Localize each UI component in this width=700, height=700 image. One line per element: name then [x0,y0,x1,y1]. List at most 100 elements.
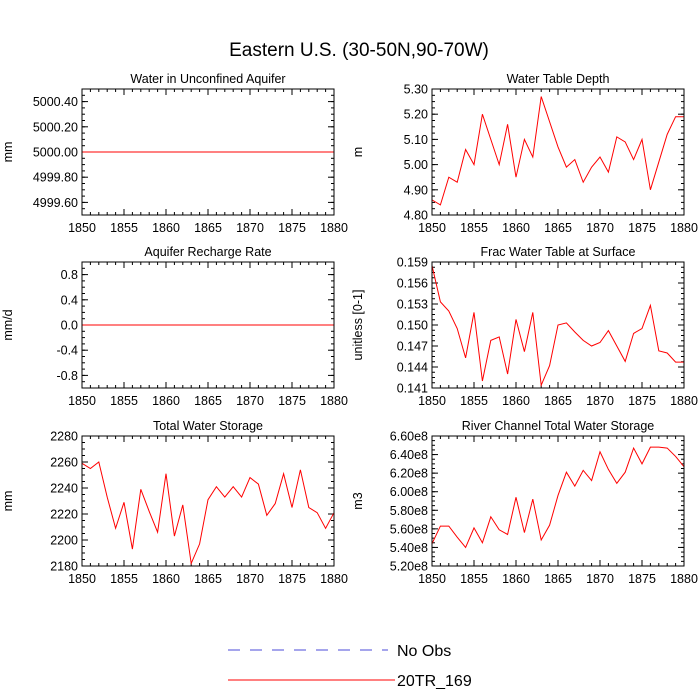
y-axis-label: unitless [0-1] [351,290,365,361]
y-axis-label: mm [1,491,15,512]
plot-frame [431,435,685,567]
panel-title: River Channel Total Water Storage [462,419,655,433]
x-tick-label: 1865 [194,221,222,235]
x-tick-label: 1855 [460,394,488,408]
y-tick-label: 2260 [50,456,78,470]
legend-obs-label: No Obs [397,643,451,660]
y-tick-label: -0.4 [56,344,78,358]
x-tick-label: 1855 [110,221,138,235]
series-line-20TR_169 [81,461,335,566]
x-tick-label: 1865 [544,221,572,235]
y-tick-label: 2220 [50,508,78,522]
x-tick-label: 1860 [152,572,180,586]
y-tick-label: 4.90 [404,183,428,197]
y-tick-label: 0.0 [61,319,78,333]
series-line-20TR_169 [431,446,685,549]
panel-title: Frac Water Table at Surface [481,245,636,259]
x-tick-label: 1870 [586,221,614,235]
legend-model-label: 20TR_169 [397,673,472,690]
plot-frame [431,88,685,216]
y-tick-label: -0.8 [56,369,78,383]
panel-title: Water Table Depth [507,72,610,86]
x-tick-label: 1880 [670,394,698,408]
y-tick-label: 5.30 [404,83,428,97]
x-tick-label: 1865 [194,572,222,586]
series-line-20TR_169 [431,265,684,388]
y-axis-label: m3 [351,492,365,509]
y-tick-label: 5000.40 [33,95,78,109]
y-tick-label: 4.80 [404,209,428,223]
x-tick-label: 1880 [670,572,698,586]
x-tick-label: 1875 [628,394,656,408]
plot-frame [81,435,335,567]
x-tick-label: 1850 [68,221,96,235]
x-tick-label: 1865 [544,394,572,408]
x-tick-label: 1850 [418,394,446,408]
plot-frame [81,88,335,216]
x-tick-label: 1880 [670,221,698,235]
series-line-20TR_169 [431,96,684,206]
y-tick-label: 0.144 [397,361,428,375]
plot-frame [81,261,335,389]
x-tick-label: 1870 [586,572,614,586]
x-tick-label: 1880 [320,394,348,408]
y-tick-label: 5.00 [404,158,428,172]
x-tick-label: 1870 [236,572,264,586]
y-tick-label: 0.147 [397,340,428,354]
x-tick-label: 1855 [110,394,138,408]
panel-5: Total Water Storage mm 1850 1855 1860 1865 187… [1,419,348,586]
y-tick-label: 5.60e8 [390,522,428,536]
x-tick-label: 1860 [502,572,530,586]
x-tick-label: 1850 [68,394,96,408]
x-tick-label: 1855 [460,221,488,235]
x-tick-label: 1875 [278,221,306,235]
x-tick-label: 1865 [544,572,572,586]
x-tick-label: 1855 [460,572,488,586]
y-tick-label: 0.156 [397,277,428,291]
y-tick-label: 4999.60 [33,196,78,210]
y-tick-label: 5.10 [404,133,428,147]
x-tick-label: 1875 [628,572,656,586]
plot-frame [431,261,685,389]
y-tick-label: 5.40e8 [390,541,428,555]
x-tick-label: 1880 [320,572,348,586]
y-tick-label: 6.40e8 [390,448,428,462]
panel-1: Water in Unconfined Aquifer mm 1850 1855 186… [1,72,348,235]
y-tick-label: 5.20 [404,108,428,122]
panel-title: Water in Unconfined Aquifer [130,72,285,86]
x-tick-label: 1860 [152,394,180,408]
y-tick-label: 0.150 [397,319,428,333]
y-tick-label: 0.159 [397,256,428,270]
x-tick-label: 1870 [236,221,264,235]
y-tick-label: 6.20e8 [390,467,428,481]
x-tick-label: 1850 [418,572,446,586]
x-tick-label: 1870 [236,394,264,408]
x-tick-label: 1850 [68,572,96,586]
y-tick-label: 5.80e8 [390,504,428,518]
x-tick-label: 1875 [278,572,306,586]
x-tick-label: 1875 [278,394,306,408]
x-tick-label: 1865 [194,394,222,408]
y-tick-label: 5000.00 [33,146,78,160]
panel-6: River Channel Total Water Storage m3 1850 1… [351,419,698,586]
y-tick-label: 2180 [50,560,78,574]
legend: No Obs 20TR_169 [228,643,472,690]
y-tick-label: 0.4 [61,293,78,307]
y-tick-label: 2240 [50,482,78,496]
y-tick-label: 5000.20 [33,120,78,134]
y-tick-label: 5.20e8 [390,560,428,574]
x-tick-label: 1860 [152,221,180,235]
x-tick-label: 1880 [320,221,348,235]
panel-3: Aquifer Recharge Rate mm/d 1850 1855 1860 186… [1,245,348,408]
y-tick-label: 2200 [50,534,78,548]
y-tick-label: 0.153 [397,298,428,312]
x-tick-label: 1875 [628,221,656,235]
x-tick-label: 1860 [502,221,530,235]
panel-4: Frac Water Table at Surface unitless [0-1… [351,245,698,408]
panel-title: Total Water Storage [153,419,263,433]
y-tick-label: 2280 [50,430,78,444]
x-tick-label: 1860 [502,394,530,408]
x-tick-label: 1855 [110,572,138,586]
